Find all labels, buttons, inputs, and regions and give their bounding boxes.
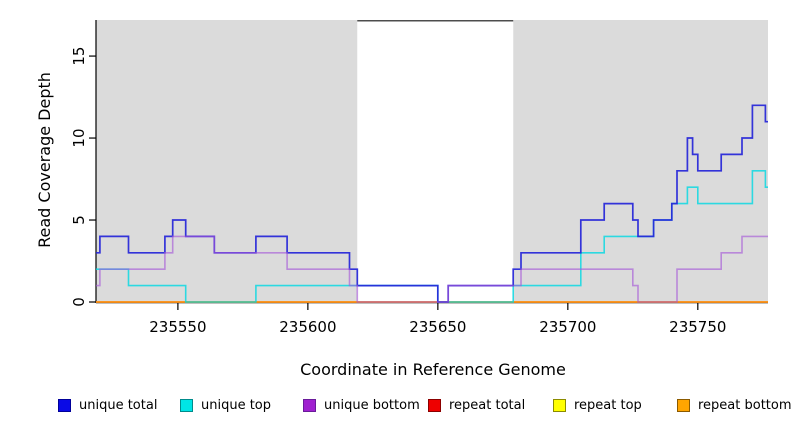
x-tick-label: 235750 bbox=[669, 318, 726, 336]
y-tick-label: 15 bbox=[70, 47, 88, 66]
series-line-unique-bottom bbox=[96, 235, 768, 303]
y-tick-label: 0 bbox=[70, 297, 88, 307]
axes: 235550 235600 235650 235700 235750 0 5 10 15 bbox=[70, 20, 768, 336]
x-tick-label: 235650 bbox=[409, 318, 466, 336]
shaded-region bbox=[513, 20, 768, 302]
x-axis-title: Coordinate in Reference Genome bbox=[300, 360, 566, 379]
series-line-unique-top bbox=[96, 170, 768, 303]
series-line-unique-total bbox=[96, 104, 768, 303]
x-tick-label: 235700 bbox=[539, 318, 596, 336]
y-tick-label: 10 bbox=[70, 128, 88, 147]
shaded-panels bbox=[96, 19, 768, 302]
x-tick-label: 235550 bbox=[149, 318, 206, 336]
shaded-region bbox=[96, 20, 358, 302]
x-tick-label: 235600 bbox=[279, 318, 336, 336]
series-lines bbox=[96, 104, 768, 303]
y-axis-title: Read Coverage Depth bbox=[35, 72, 54, 248]
y-tick-label: 5 bbox=[70, 215, 88, 225]
